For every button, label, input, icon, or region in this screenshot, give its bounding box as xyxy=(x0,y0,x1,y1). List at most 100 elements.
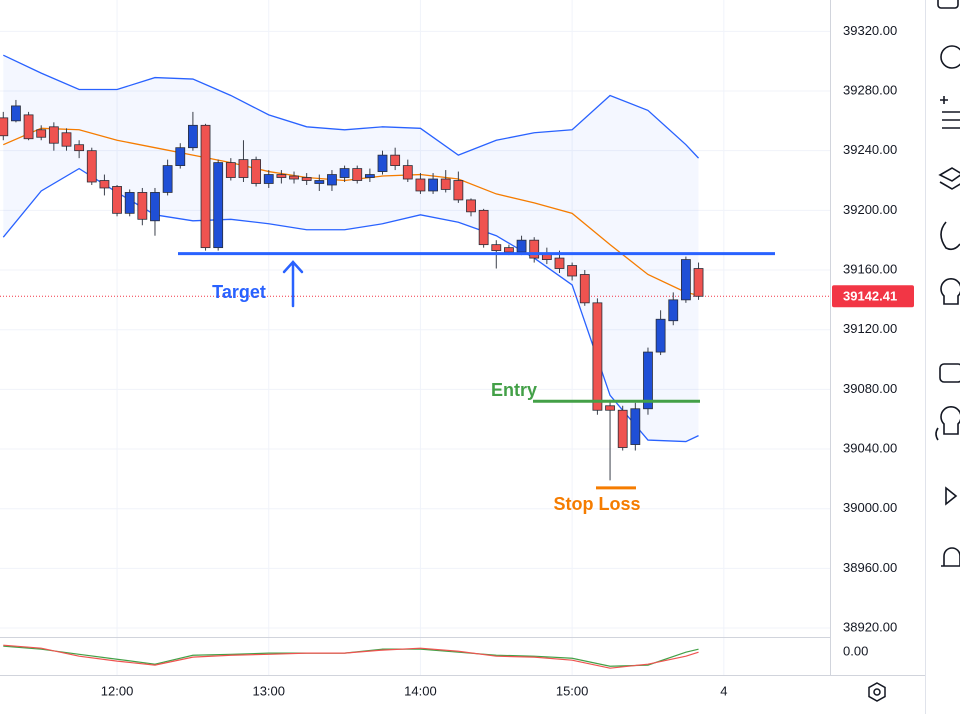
toolbar-icon[interactable] xyxy=(941,547,960,567)
annotation-label: Entry xyxy=(491,380,537,400)
candle-body xyxy=(301,177,312,181)
candle xyxy=(23,111,34,141)
candle xyxy=(99,174,110,196)
candle-body xyxy=(0,117,9,137)
candle-body xyxy=(238,159,249,178)
y-tick-label: 39320.00 xyxy=(843,23,897,38)
candle-body xyxy=(390,154,401,166)
candle xyxy=(440,170,451,193)
candle-body xyxy=(327,174,337,186)
candle xyxy=(175,143,186,169)
candle xyxy=(213,159,224,251)
candle xyxy=(415,173,426,194)
toolbar-icon[interactable] xyxy=(940,278,960,305)
candle-body xyxy=(655,318,666,353)
candle-body xyxy=(504,247,514,253)
candle-body xyxy=(263,174,274,184)
last-price-tag xyxy=(832,285,914,308)
band-line xyxy=(2,167,699,443)
candle xyxy=(339,165,350,182)
candle xyxy=(680,256,691,303)
candle-body xyxy=(86,150,97,183)
candle-body xyxy=(36,129,47,138)
x-tick-label: 15:00 xyxy=(556,683,589,698)
toolbar-icon[interactable] xyxy=(938,167,960,190)
x-tick-label: 13:00 xyxy=(252,683,285,698)
candle-body xyxy=(112,186,122,214)
candle xyxy=(48,122,59,151)
candle xyxy=(390,147,401,171)
candle xyxy=(655,310,666,356)
y-tick-label: 39200.00 xyxy=(843,202,897,217)
candle-body xyxy=(453,180,464,201)
candle-body xyxy=(23,114,34,140)
toolbar-icon[interactable] xyxy=(940,221,960,251)
osc-line xyxy=(3,644,699,669)
candle-body xyxy=(162,165,173,193)
band-line xyxy=(3,54,700,159)
candle-body xyxy=(99,180,110,189)
candle-body xyxy=(579,274,590,304)
candle xyxy=(162,159,173,196)
candle-body xyxy=(630,408,641,445)
candle xyxy=(314,174,325,191)
y-tick-label: 38960.00 xyxy=(843,560,897,575)
candle xyxy=(567,262,578,281)
candle xyxy=(592,298,603,415)
candle xyxy=(86,147,97,185)
toolbar-icon[interactable] xyxy=(945,486,958,506)
candle xyxy=(364,168,375,182)
x-tick-label: 12:00 xyxy=(101,683,134,698)
candle xyxy=(61,128,72,151)
candles-layer xyxy=(0,99,704,481)
x-tick-label: 14:00 xyxy=(404,683,437,698)
candle xyxy=(36,125,47,141)
candle xyxy=(225,158,236,181)
candle xyxy=(200,123,211,251)
candle-body xyxy=(529,239,540,259)
candle-body xyxy=(339,168,350,178)
candle xyxy=(617,405,628,451)
y-tick-label: 39080.00 xyxy=(843,381,897,396)
candle-body xyxy=(61,132,72,147)
candle-body xyxy=(276,174,287,178)
candle xyxy=(251,156,262,187)
candle xyxy=(150,187,160,236)
candle xyxy=(377,150,388,175)
candle-body xyxy=(11,105,21,122)
candle xyxy=(453,171,464,203)
candle-body xyxy=(693,268,704,297)
candle xyxy=(529,237,540,263)
toolbar-icon[interactable] xyxy=(940,96,960,129)
candle-body xyxy=(48,126,59,144)
settings-button[interactable] xyxy=(868,682,886,702)
candle xyxy=(263,170,274,188)
candle-body xyxy=(617,409,628,448)
candle-body xyxy=(74,144,85,152)
toolbar-icon[interactable] xyxy=(935,406,960,441)
candle-body xyxy=(554,257,565,269)
candle xyxy=(327,170,337,191)
candle xyxy=(187,111,198,151)
candle-body xyxy=(187,124,198,149)
candle xyxy=(238,140,249,182)
candle xyxy=(668,292,679,326)
candle-body xyxy=(466,199,476,213)
toolbar-icon[interactable] xyxy=(937,0,959,9)
toolbar-icon[interactable] xyxy=(940,45,960,69)
target-arrow xyxy=(282,260,304,308)
candle xyxy=(605,399,615,481)
candle-body xyxy=(428,178,438,192)
candle xyxy=(137,187,148,226)
right-toolbar xyxy=(935,0,960,567)
toolbar-icon[interactable] xyxy=(939,363,960,383)
candle-body xyxy=(592,302,603,411)
candle-body xyxy=(150,192,160,222)
candle-body xyxy=(668,299,679,322)
candle xyxy=(630,402,641,451)
last-price-label: 39142.41 xyxy=(843,289,897,304)
candle xyxy=(478,208,489,248)
y-tick-label: 39280.00 xyxy=(843,82,897,97)
